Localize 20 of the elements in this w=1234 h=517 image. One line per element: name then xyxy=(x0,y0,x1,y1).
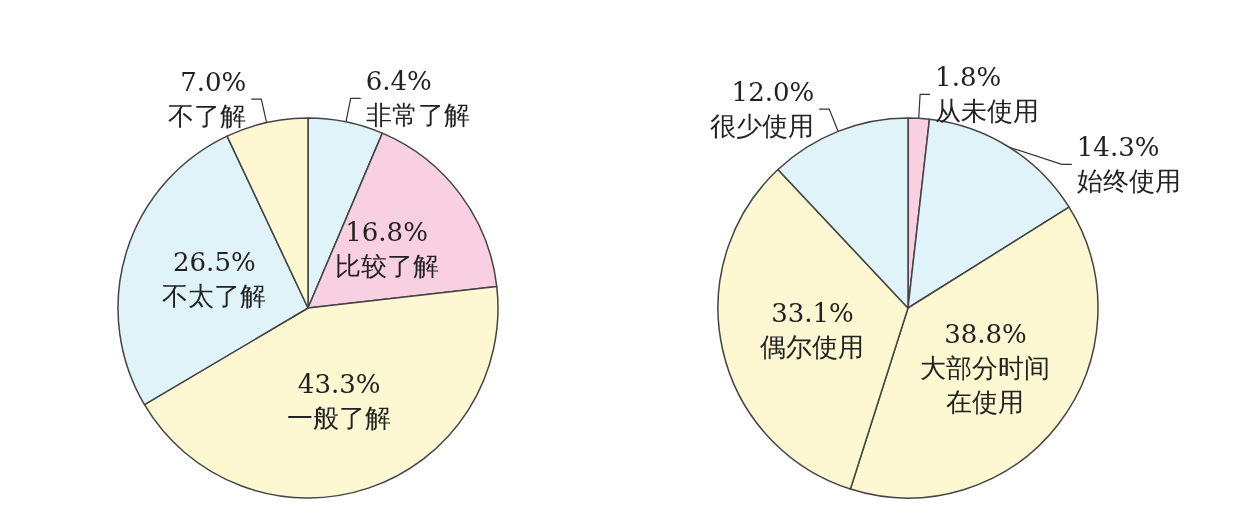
data-label: 1.8% xyxy=(935,62,1002,93)
data-label: 6.4% xyxy=(365,66,432,97)
slice-label: 偶尔使用 xyxy=(760,331,865,362)
data-label: 14.3% xyxy=(1076,132,1160,163)
slice-label: 很少使用 xyxy=(710,111,815,142)
slice-label: 一般了解 xyxy=(287,402,392,433)
data-label: 43.3% xyxy=(297,368,381,399)
data-label: 26.5% xyxy=(173,247,256,278)
slice-label: 不太了解 xyxy=(162,281,267,312)
slice-label: 比较了解 xyxy=(334,251,439,282)
data-label: 7.0% xyxy=(180,67,247,98)
data-label: 16.8% xyxy=(345,217,428,248)
data-label: 33.1% xyxy=(771,297,854,328)
slice-label: 非常了解 xyxy=(365,100,470,131)
slice-label: 大部分时间在使用 xyxy=(920,353,1051,418)
slice-label: 始终使用 xyxy=(1076,166,1181,197)
slice-label: 从未使用 xyxy=(935,96,1040,127)
slice-label: 不了解 xyxy=(168,101,247,132)
data-label: 12.0% xyxy=(731,77,815,108)
data-label: 38.8% xyxy=(944,319,1027,350)
